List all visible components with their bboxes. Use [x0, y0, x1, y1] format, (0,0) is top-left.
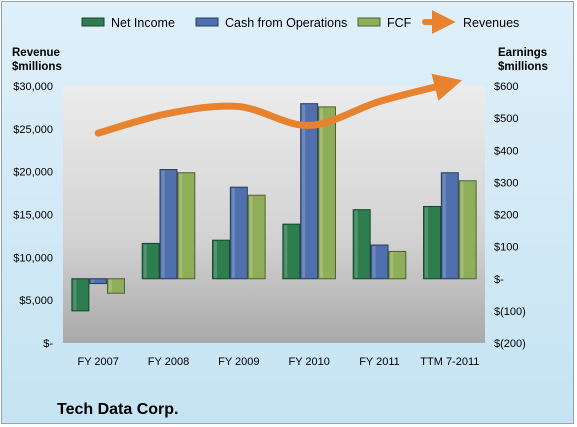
bar-fcf [458, 180, 477, 280]
bar-fcf [388, 250, 407, 280]
y-left-ticks: $- $5,000 $10,000 $15,000 $20,000 $25,000 $30,… [13, 81, 53, 350]
y-right-tick-label: $400 [494, 145, 518, 157]
legend-swatch-1 [195, 17, 219, 27]
bar-highlight [390, 252, 394, 278]
y-left-tick-label: $- [43, 338, 53, 350]
bar-highlight [425, 207, 429, 278]
y-right-title-line2: $millions [498, 61, 548, 73]
company-label: Tech Data Corp. [57, 401, 179, 418]
bar-net-income [141, 242, 160, 280]
x-tick-label: TTM 7-2011 [420, 356, 479, 368]
y-right-tick-label: $- [494, 274, 504, 286]
legend-label: Cash from Operations [225, 16, 347, 30]
y-left-tick-label: $10,000 [13, 252, 53, 264]
bar-highlight [302, 104, 306, 278]
legend-label: Revenues [463, 16, 519, 30]
y-left-tick-label: $20,000 [13, 167, 53, 179]
bar-net-income [352, 209, 371, 280]
plot-area [63, 86, 485, 343]
bar-highlight [231, 188, 235, 278]
bar-cash-from-operations [89, 278, 108, 285]
x-tick-label: FY 2009 [218, 356, 259, 368]
x-tick-label: FY 2007 [77, 356, 118, 368]
bar-highlight [319, 107, 323, 278]
bar-highlight [179, 173, 183, 278]
revenue-line-group [94, 73, 463, 137]
bar-highlight [372, 246, 376, 278]
legend-label: Net Income [111, 16, 175, 30]
x-ticks: FY 2007 FY 2008 FY 2009 FY 2010 FY 2011 TTM 7… [77, 356, 479, 368]
y-right-tick-label: $600 [494, 81, 518, 93]
bar-highlight [442, 173, 446, 278]
bar-highlight [354, 210, 358, 278]
bar-net-income [282, 223, 301, 280]
y-left-tick-label: $30,000 [13, 81, 53, 93]
bar-highlight [143, 244, 147, 278]
bar-cash-from-operations [159, 169, 178, 280]
bar-cash-from-operations [229, 186, 248, 280]
legend-swatch-0 [81, 17, 105, 27]
bar-fcf [317, 106, 336, 280]
bar-highlight [161, 170, 165, 278]
bar-highlight [249, 196, 253, 278]
bar-fcf [106, 278, 125, 294]
bar-highlight [73, 279, 77, 310]
y-left-title-line1: Revenue [12, 47, 60, 59]
bars [71, 103, 477, 312]
bar-fcf [247, 194, 266, 280]
y-right-title-line1: Earnings [498, 47, 547, 59]
y-left-tick-label: $5,000 [19, 295, 53, 307]
bar-net-income [71, 278, 90, 312]
revenue-line [94, 73, 463, 137]
y-right-tick-label: $300 [494, 177, 518, 189]
bar-cash-from-operations [440, 172, 459, 280]
bar-cash-from-operations [300, 103, 319, 280]
legend-swatch-2 [357, 17, 381, 27]
y-right-tick-label: $(100) [494, 306, 526, 318]
bar-highlight [214, 241, 218, 278]
legend-label: FCF [387, 16, 412, 30]
y-right-tick-label: $200 [494, 210, 518, 222]
y-left-tick-label: $15,000 [13, 210, 53, 222]
bar-cash-from-operations [370, 244, 389, 280]
x-tick-label: FY 2008 [148, 356, 189, 368]
bar-net-income [423, 205, 442, 280]
bar-highlight [284, 225, 288, 278]
x-tick-label: FY 2011 [359, 356, 400, 368]
y-right-tick-label: $100 [494, 242, 518, 254]
bar-highlight [91, 279, 95, 283]
bar-fcf [177, 172, 196, 280]
bar-highlight [108, 279, 112, 293]
y-left-title-line2: $millions [12, 61, 62, 73]
legend: Net Income Cash from Operations FCF Revenue… [81, 10, 519, 34]
y-right-tick-label: $(200) [494, 338, 526, 350]
y-right-ticks: $(200) $(100) $- $100 $200 $300 $400 $500 $600 [494, 81, 526, 350]
x-tick-label: FY 2010 [288, 356, 329, 368]
bar-highlight [460, 181, 464, 278]
y-left-tick-label: $25,000 [13, 124, 53, 136]
y-right-tick-label: $500 [494, 113, 518, 125]
bar-net-income [212, 239, 231, 280]
